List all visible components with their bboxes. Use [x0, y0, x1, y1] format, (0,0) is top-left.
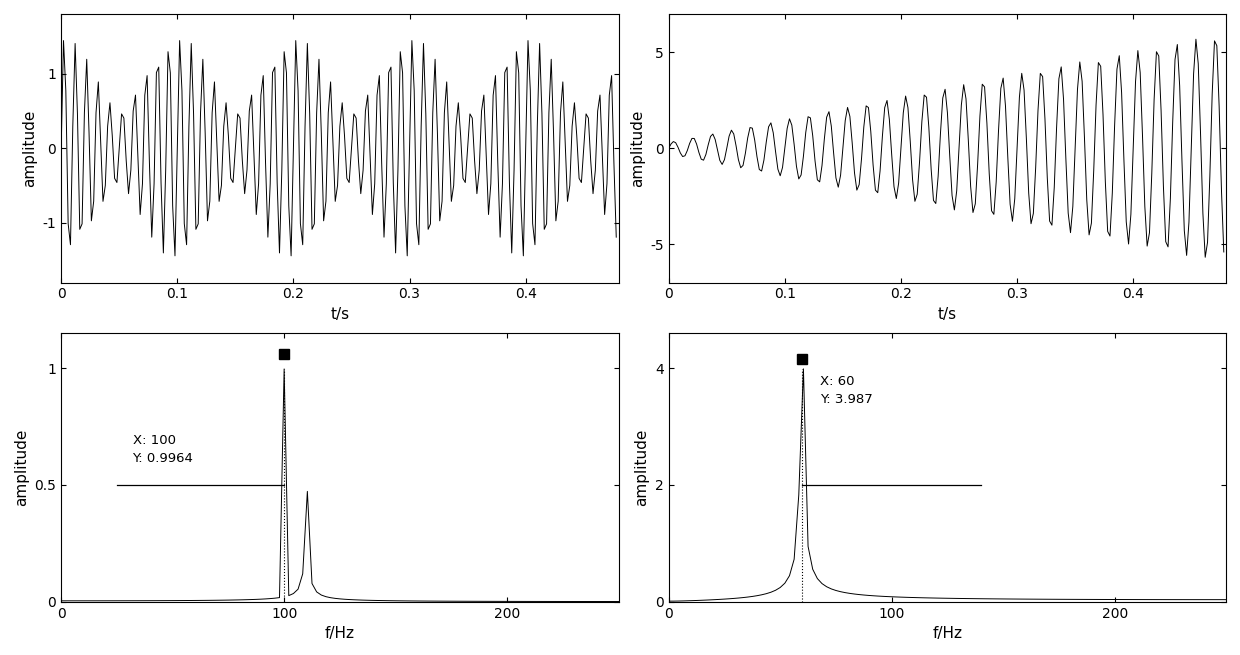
- Y-axis label: amplitude: amplitude: [22, 109, 37, 187]
- Y-axis label: amplitude: amplitude: [14, 428, 29, 506]
- X-axis label: f/Hz: f/Hz: [932, 626, 962, 641]
- Y-axis label: amplitude: amplitude: [635, 428, 650, 506]
- X-axis label: t/s: t/s: [330, 307, 350, 322]
- Text: X: 100
Y: 0.9964: X: 100 Y: 0.9964: [133, 434, 193, 464]
- X-axis label: f/Hz: f/Hz: [325, 626, 355, 641]
- Y-axis label: amplitude: amplitude: [630, 109, 645, 187]
- X-axis label: t/s: t/s: [937, 307, 957, 322]
- Text: X: 60
Y: 3.987: X: 60 Y: 3.987: [821, 375, 873, 405]
